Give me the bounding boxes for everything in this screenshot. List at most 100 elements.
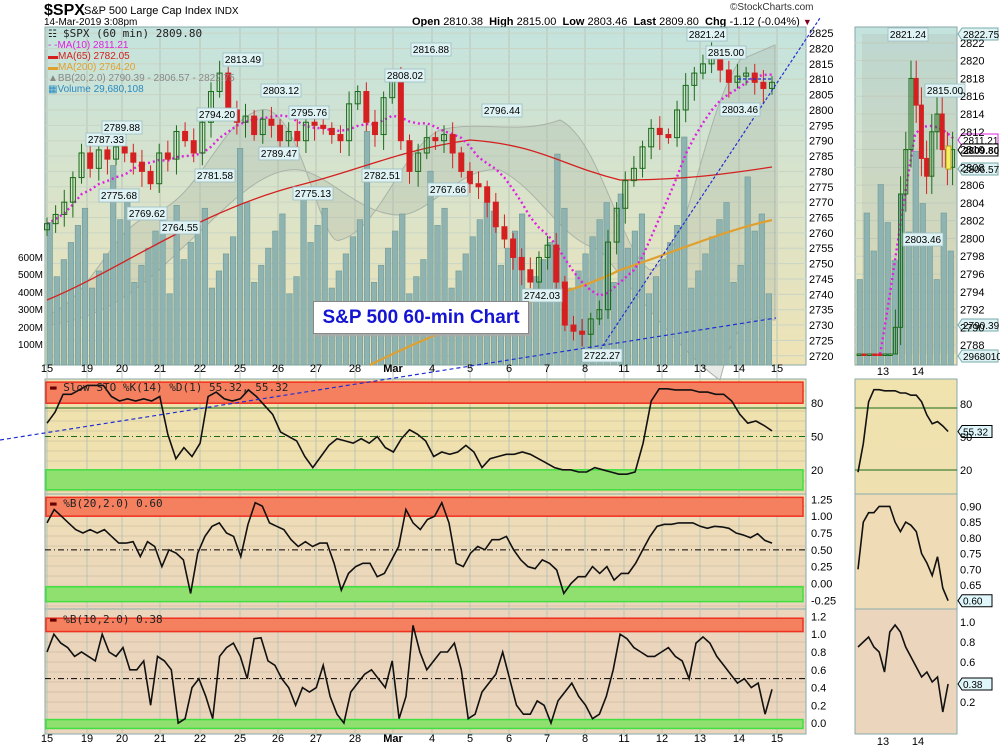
zoom-volume-bar [912,150,919,366]
zoom-price-tick-label: 2794 [960,287,984,299]
price-annotation: 2803.12 [263,86,300,97]
high-value: 2815.00 [516,16,557,28]
price-annotation: 2816.88 [413,45,450,56]
x-tick-label: 14 [733,733,745,745]
zoom-price-annotation-box [924,83,966,98]
indicator-value-tag [957,594,993,608]
value-tag-label: 2811.21 [963,136,999,147]
indicator-line [46,625,773,726]
symbol: $SPX [44,2,85,19]
zoom-sto-panel [854,378,958,495]
last-label: Last [633,16,657,28]
candle-down [138,161,145,172]
candle-down [725,69,732,83]
price-annotation-box [410,42,452,57]
volume-bar [131,282,138,366]
zoom-candle-down [877,353,883,356]
volume-bar [751,230,758,366]
volume-bar [744,176,751,366]
x-tick-label: 21 [154,363,166,375]
candle-up [743,72,750,77]
zoom-price-tick-label: 2812 [960,127,984,139]
indicator-tick-label: 0.4 [811,683,826,695]
candle-up [259,118,266,136]
volume-bar [638,213,646,366]
zoom-indicator-tick-label: 1.0 [960,617,975,629]
price-tick-label: 2760 [809,228,833,240]
volume-bar [237,148,244,366]
chg-value: -1.12 (-0.04%) [729,16,800,28]
candle-up [630,167,637,182]
candle-down [328,127,335,136]
volume-bar [321,207,328,366]
volume-bar [187,242,194,366]
candle-down [527,269,534,283]
candle-down [320,124,327,129]
candle-down [760,81,767,89]
candle-up [354,91,361,105]
indicator-tick-label: 1.00 [811,511,832,523]
legend-ma10: MA(10) 2811.21 [57,40,129,51]
candle-up [44,223,50,231]
zoom-candle-up [887,353,893,356]
candle-up [52,213,59,225]
zoom-price-tick-label: 2810 [960,145,984,157]
price-annotation-box [288,105,330,120]
price-annotation-box [159,220,201,235]
indicator-tick-label: 1.2 [811,611,826,623]
zoom-volume-bar [870,250,877,366]
candle-down [164,152,171,160]
volume-bar [610,282,617,366]
price-tick-label: 2805 [809,90,833,102]
candle-down [432,137,439,142]
candle-down [251,115,258,136]
x-tick-label: 5 [467,363,473,375]
candle-down [449,134,456,154]
timestamp: 14-Mar-2019 3:08pm [44,17,138,28]
zoom-candle-down [939,113,945,151]
zoom-candle-down [861,353,867,356]
price-annotation: 2796.44 [484,106,521,117]
zoom-indicator-tick-label: 0.8 [960,637,975,649]
candle-up [113,146,120,160]
candle-down [492,201,499,228]
volume-bar [469,236,476,366]
candle-down [363,91,370,123]
price-tick-label: 2725 [809,335,833,347]
candle-up [639,146,646,169]
oversold-zone [45,469,804,491]
x-tick-label: 19 [81,363,93,375]
price-annotation-box [101,120,143,135]
price-annotation: 2789.88 [104,123,141,134]
zoom-candle-up [882,353,888,356]
value-tag-label: 2822.75 [963,30,1000,41]
candle-down [475,183,482,188]
candle-down [294,130,301,142]
price-tick-label: 2740 [809,289,833,301]
candle-up [587,318,594,335]
volume-bar [230,236,237,366]
volume-bar [215,270,222,366]
zoom-x-tick-label: 14 [912,736,924,748]
price-tick-label: 2780 [809,166,833,178]
volume-bar [399,213,406,366]
volume-bar [476,219,483,366]
value-tag-label: 2809.80 [963,146,1000,157]
indicator-tick-label: 1.25 [811,494,832,506]
price-annotation: 2821.24 [689,30,726,41]
x-tick-label: 13 [694,363,706,375]
volume-bar [483,202,490,366]
x-tick-label: 7 [544,363,550,375]
price-tick-label: 2810 [809,74,833,86]
volume-bar [716,219,723,366]
volume-bar [67,242,74,366]
candle-up [682,84,689,111]
candle-up [605,241,612,311]
volume-bar [702,253,709,366]
zoom-price-tick-label: 2788 [960,340,984,352]
volume-swatch-icon: ▦ [48,84,58,95]
zoom-price-tick-label: 2798 [960,251,984,263]
current-candle [945,145,952,170]
zoom-indicator-tick-label: 0.90 [960,501,981,513]
